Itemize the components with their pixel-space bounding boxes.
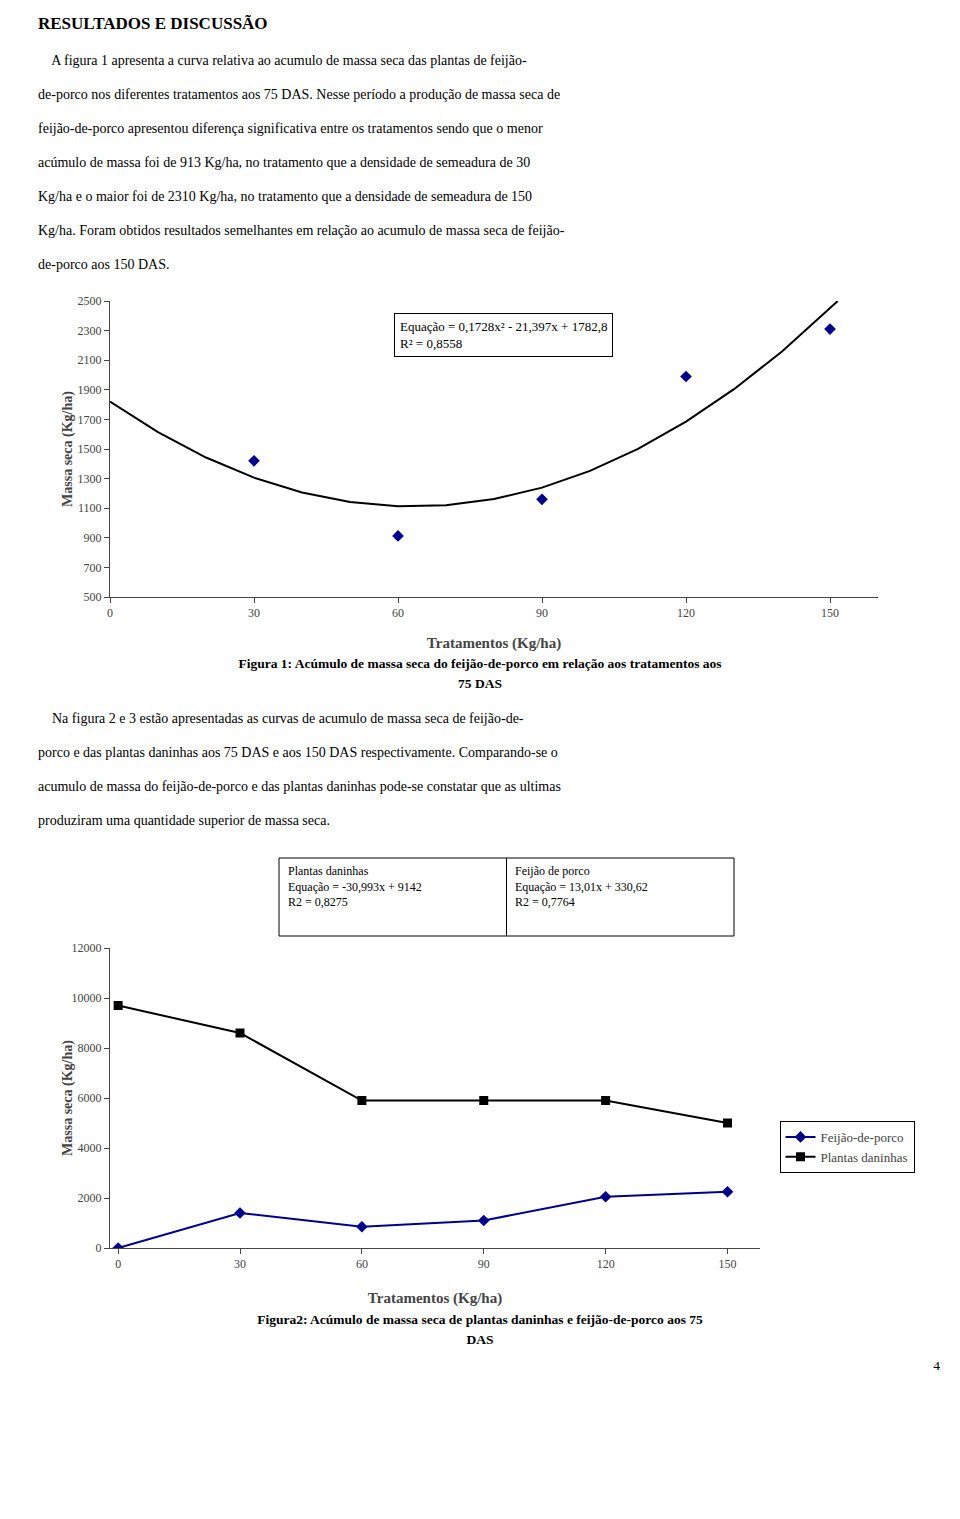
svg-text:12000: 12000	[72, 941, 102, 955]
html-text:4: 4	[933, 1358, 940, 1373]
svg-text:120: 120	[597, 1257, 615, 1271]
svg-text:500: 500	[84, 590, 102, 604]
html-text:feijão-de-porco apresentou dif: feijão-de-porco apresentou diferença sig…	[38, 121, 543, 136]
svg-text:90: 90	[536, 606, 548, 620]
svg-text:0: 0	[107, 606, 113, 620]
html-text:RESULTADOS E DISCUSSÃO: RESULTADOS E DISCUSSÃO	[38, 14, 268, 33]
html-text:75 DAS: 75 DAS	[458, 676, 502, 691]
svg-text:Feijão-de-porco: Feijão-de-porco	[821, 1130, 904, 1145]
html-text:Na figura 2 e 3 estão apresent: Na figura 2 e 3 estão apresentadas as cu…	[38, 711, 524, 726]
html-text:Kg/ha e o maior foi de 2310 Kg: Kg/ha e o maior foi de 2310 Kg/ha, no tr…	[38, 189, 533, 204]
svg-text:0: 0	[96, 1241, 102, 1255]
svg-text:30: 30	[248, 606, 260, 620]
svg-text:Plantas daninhasEquação = -30,: Plantas daninhasEquação = -30,993x + 914…	[288, 864, 422, 909]
html-text:DAS: DAS	[466, 1332, 494, 1347]
svg-text:700: 700	[84, 561, 102, 575]
html-text:Figura 1: Acúmulo de massa sec: Figura 1: Acúmulo de massa seca do feijã…	[238, 656, 722, 671]
svg-text:Massa seca (Kg/ha): Massa seca (Kg/ha)	[60, 391, 76, 507]
svg-text:150: 150	[719, 1257, 737, 1271]
svg-text:Feijão de porcoEquação = 13,01: Feijão de porcoEquação = 13,01x + 330,62…	[515, 864, 648, 909]
svg-text:8000: 8000	[78, 1041, 102, 1055]
svg-text:Massa seca (Kg/ha): Massa seca (Kg/ha)	[60, 1040, 76, 1156]
svg-text:2300: 2300	[78, 324, 102, 338]
svg-text:4000: 4000	[78, 1141, 102, 1155]
html-text:Kg/ha. Foram obtidos resultado: Kg/ha. Foram obtidos resultados semelhan…	[38, 223, 565, 238]
svg-text:60: 60	[392, 606, 404, 620]
html-text:A figura 1 apresenta a curva r: A figura 1 apresenta a curva relativa ao…	[38, 53, 527, 68]
svg-text:30: 30	[234, 1257, 246, 1271]
svg-text:2100: 2100	[78, 353, 102, 367]
svg-text:Equação = 0,1728x² - 21,397x +: Equação = 0,1728x² - 21,397x + 1782,8R² …	[400, 319, 607, 351]
html-text:de-porco nos diferentes tratam: de-porco nos diferentes tratamentos aos …	[38, 87, 561, 102]
svg-text:1300: 1300	[78, 472, 102, 486]
html-text:de-porco aos 150 DAS.: de-porco aos 150 DAS.	[38, 257, 170, 272]
svg-text:2500: 2500	[78, 294, 102, 308]
svg-text:900: 900	[84, 531, 102, 545]
svg-text:10000: 10000	[72, 991, 102, 1005]
html-text:produziram uma quantidade supe: produziram uma quantidade superior de ma…	[38, 813, 330, 828]
svg-text:6000: 6000	[78, 1091, 102, 1105]
svg-text:1100: 1100	[78, 501, 102, 515]
svg-text:Tratamentos (Kg/ha): Tratamentos (Kg/ha)	[427, 635, 561, 652]
svg-text:Tratamentos (Kg/ha): Tratamentos (Kg/ha)	[368, 1290, 502, 1307]
html-text:Figura2: Acúmulo de massa seca: Figura2: Acúmulo de massa seca de planta…	[257, 1312, 703, 1327]
svg-text:2000: 2000	[78, 1191, 102, 1205]
svg-text:Plantas daninhas: Plantas daninhas	[821, 1150, 908, 1165]
html-text:acúmulo de massa foi de 913 Kg: acúmulo de massa foi de 913 Kg/ha, no tr…	[38, 155, 531, 170]
svg-text:0: 0	[115, 1257, 121, 1271]
svg-text:1900: 1900	[78, 383, 102, 397]
html-text:porco e das plantas daninhas a: porco e das plantas daninhas aos 75 DAS …	[38, 745, 558, 760]
svg-text:1700: 1700	[78, 413, 102, 427]
svg-text:120: 120	[677, 606, 695, 620]
svg-text:60: 60	[356, 1257, 368, 1271]
svg-text:150: 150	[821, 606, 839, 620]
svg-text:90: 90	[478, 1257, 490, 1271]
svg-text:1500: 1500	[78, 442, 102, 456]
html-text:acumulo de massa do feijão-de-: acumulo de massa do feijão-de-porco e da…	[38, 779, 561, 794]
